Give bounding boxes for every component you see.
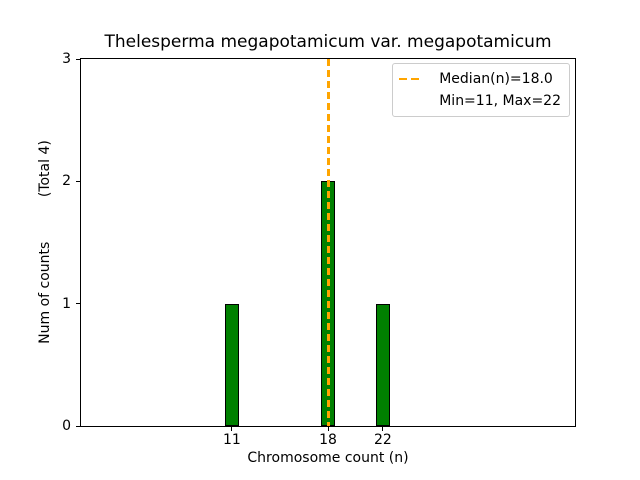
legend-label-minmax: Min=11, Max=22 (439, 93, 561, 109)
legend: Median(n)=18.0 Min=11, Max=22 (392, 63, 570, 117)
x-axis-label: Chromosome count (n) (247, 450, 409, 466)
empty-marker (399, 100, 419, 102)
bar-22 (375, 303, 390, 426)
chart-title: Thelesperma megapotamicum var. megapotam… (104, 32, 552, 52)
legend-entry-median: Median(n)=18.0 (399, 68, 561, 90)
x-tick-label-22: 22 (361, 426, 405, 448)
bar-11 (224, 303, 239, 426)
legend-entry-minmax: Min=11, Max=22 (399, 90, 561, 112)
y-tick-label-3: 3 (21, 49, 80, 69)
y-tick-label-1: 1 (21, 294, 80, 314)
median-line (326, 59, 330, 426)
y-tick-label-2: 2 (21, 171, 80, 191)
x-tick-label-11: 11 (210, 426, 254, 448)
x-tick-label-18: 18 (306, 426, 350, 448)
legend-label-median: Median(n)=18.0 (439, 71, 553, 87)
plot-area: 0 1 2 3 11 18 22 Median(n)=18.0 Min=11, … (62, 51, 576, 448)
dashed-line-icon (399, 78, 420, 80)
y-tick-label-0: 0 (21, 416, 80, 436)
